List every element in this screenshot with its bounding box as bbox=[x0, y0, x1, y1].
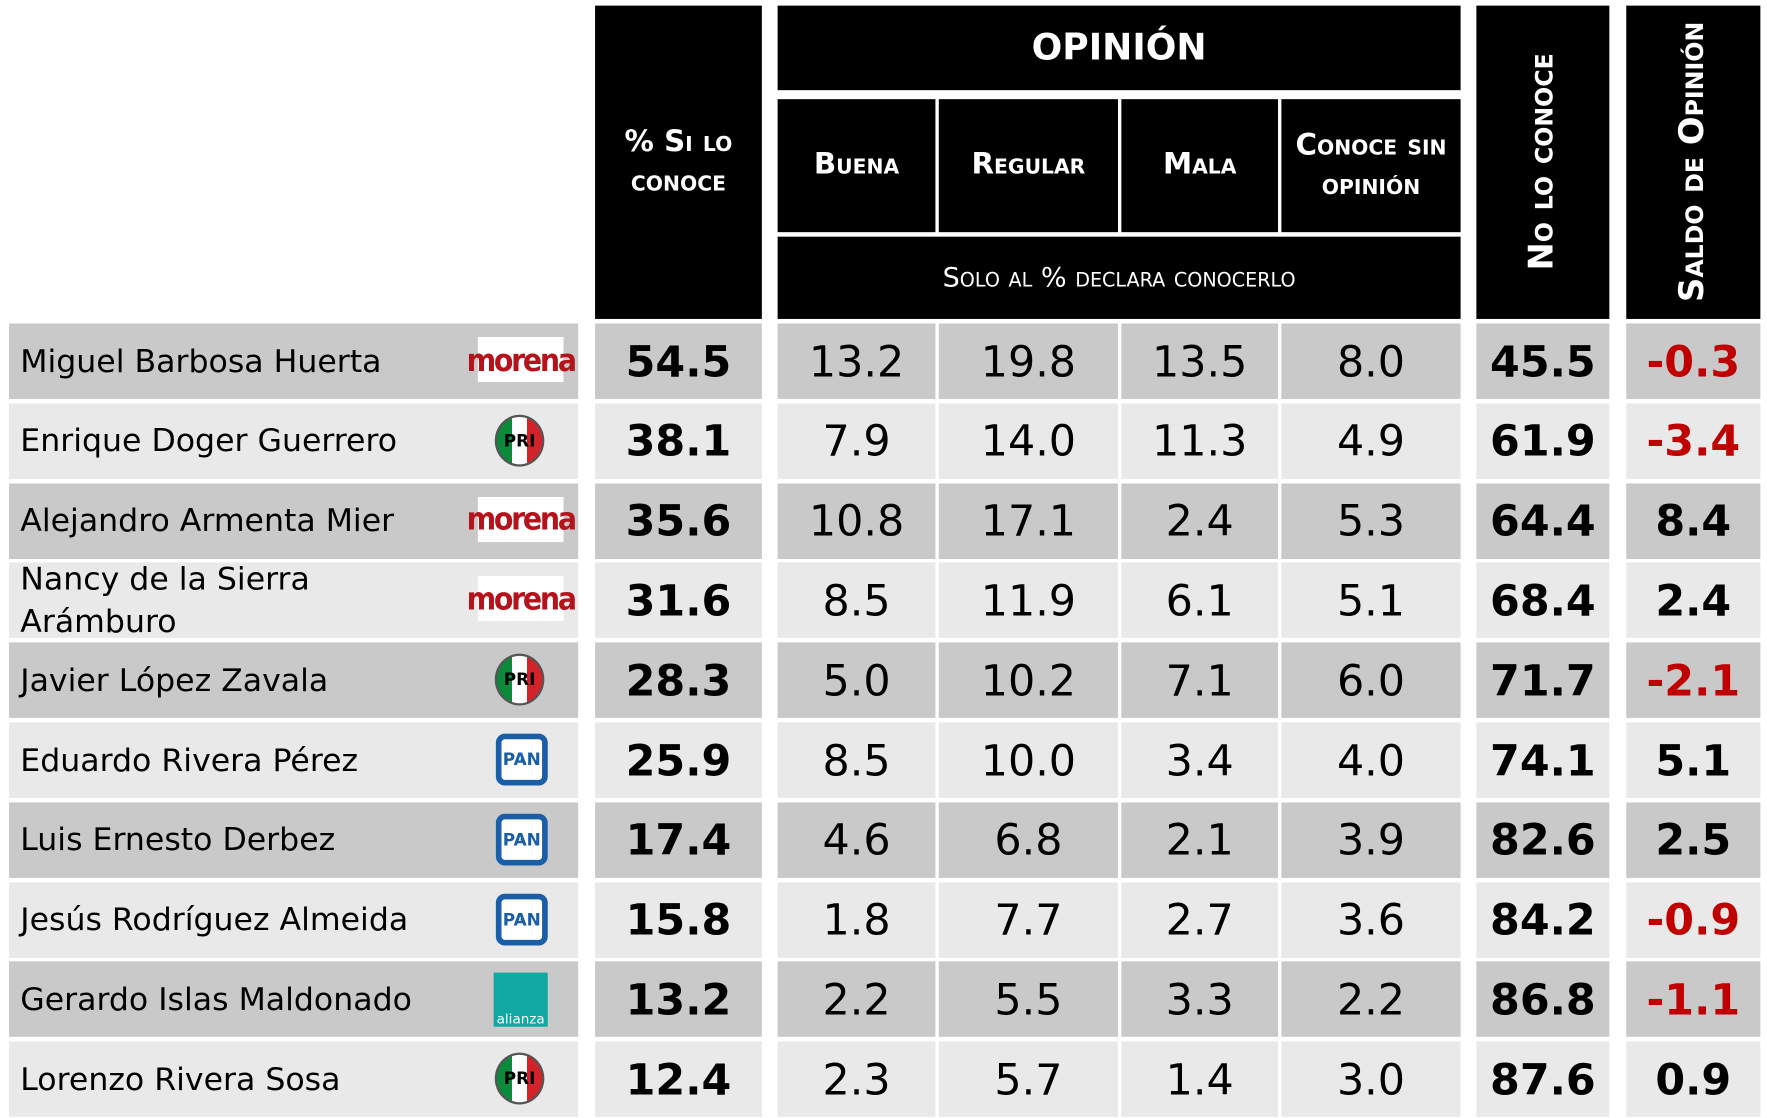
value-cell: 2.2 bbox=[1281, 961, 1461, 1038]
value-cell: 2.4 bbox=[1626, 562, 1761, 639]
value-cell: 19.8 bbox=[938, 323, 1118, 399]
value-cell: 6.0 bbox=[1281, 642, 1461, 719]
header-known: % Si lo conoce bbox=[595, 5, 762, 319]
value-cell: 15.8 bbox=[595, 881, 762, 958]
value-cell: 25.9 bbox=[595, 722, 762, 798]
value-cell: 4.0 bbox=[1281, 722, 1461, 798]
value-cell: 3.9 bbox=[1281, 802, 1461, 878]
party-logo: PAN bbox=[495, 813, 548, 866]
value-cell: 11.3 bbox=[1121, 403, 1279, 479]
value-cell: 82.6 bbox=[1476, 802, 1610, 878]
value-cell: 8.5 bbox=[777, 722, 936, 798]
value-cell: 28.3 bbox=[595, 642, 762, 719]
party-logo: morena bbox=[467, 336, 577, 383]
party-logo: PRI bbox=[494, 653, 545, 706]
value-cell: 10.8 bbox=[777, 483, 936, 559]
value-cell: 8.4 bbox=[1626, 483, 1761, 559]
value-cell: 2.4 bbox=[1121, 483, 1279, 559]
value-cell: 5.0 bbox=[777, 642, 936, 719]
party-logo: morena bbox=[467, 496, 577, 542]
value-cell: 17.1 bbox=[938, 483, 1118, 559]
value-cell: 7.1 bbox=[1121, 642, 1279, 719]
value-cell: 6.8 bbox=[938, 802, 1118, 878]
header-column: Buena bbox=[777, 99, 936, 233]
value-cell: 54.5 bbox=[595, 323, 762, 399]
value-cell: 3.3 bbox=[1121, 961, 1279, 1038]
value-cell: 2.1 bbox=[1121, 802, 1279, 878]
value-cell: 87.6 bbox=[1476, 1041, 1610, 1118]
value-cell: -0.3 bbox=[1626, 323, 1761, 399]
value-cell: 11.9 bbox=[938, 562, 1118, 639]
value-cell: 0.9 bbox=[1626, 1041, 1761, 1118]
header-opinion: OPINIÓN bbox=[777, 5, 1461, 91]
value-cell: 1.8 bbox=[777, 881, 936, 958]
value-cell: 38.1 bbox=[595, 403, 762, 479]
value-cell: 5.7 bbox=[938, 1041, 1118, 1118]
party-logo: PAN bbox=[495, 733, 548, 786]
header-column: Regular bbox=[938, 99, 1118, 233]
value-cell: 68.4 bbox=[1476, 562, 1610, 639]
value-cell: 5.1 bbox=[1281, 562, 1461, 639]
header-column: Mala bbox=[1121, 99, 1279, 233]
candidate-name: Javier López Zavala bbox=[9, 642, 579, 719]
value-cell: 10.0 bbox=[938, 722, 1118, 798]
party-logo: morena bbox=[467, 576, 577, 622]
value-cell: 61.9 bbox=[1476, 403, 1610, 479]
value-cell: 3.6 bbox=[1281, 881, 1461, 958]
value-cell: 31.6 bbox=[595, 562, 762, 639]
value-cell: 2.5 bbox=[1626, 802, 1761, 878]
candidate-name: Nancy de la Sierra Arámburo bbox=[9, 560, 579, 640]
value-cell: -1.1 bbox=[1626, 961, 1761, 1038]
value-cell: 5.3 bbox=[1281, 483, 1461, 559]
candidate-name: Enrique Doger Guerrero bbox=[9, 403, 579, 479]
value-cell: 13.2 bbox=[777, 323, 936, 399]
value-cell: 2.2 bbox=[777, 961, 936, 1038]
value-cell: 2.7 bbox=[1121, 881, 1279, 958]
value-cell: 4.6 bbox=[777, 802, 936, 878]
value-cell: 3.0 bbox=[1281, 1041, 1461, 1118]
candidate-name: Eduardo Rivera Pérez bbox=[9, 722, 579, 798]
value-cell: 84.2 bbox=[1476, 881, 1610, 958]
value-cell: 7.7 bbox=[938, 881, 1118, 958]
value-cell: 13.5 bbox=[1121, 323, 1279, 399]
value-cell: 12.4 bbox=[595, 1041, 762, 1118]
header-balance: Saldo de Opinión bbox=[1626, 5, 1761, 319]
value-cell: 4.9 bbox=[1281, 403, 1461, 479]
header-column: Conoce sin opinión bbox=[1281, 99, 1461, 233]
value-cell: -0.9 bbox=[1626, 881, 1761, 958]
value-cell: 2.3 bbox=[777, 1041, 936, 1118]
value-cell: -2.1 bbox=[1626, 642, 1761, 719]
party-logo: PRI bbox=[494, 414, 545, 467]
candidate-name: Jesús Rodríguez Almeida bbox=[9, 881, 579, 958]
value-cell: 7.9 bbox=[777, 403, 936, 479]
value-cell: 5.5 bbox=[938, 961, 1118, 1038]
party-logo: PAN bbox=[495, 893, 548, 946]
value-cell: 5.1 bbox=[1626, 722, 1761, 798]
value-cell: -3.4 bbox=[1626, 403, 1761, 479]
value-cell: 71.7 bbox=[1476, 642, 1610, 719]
value-cell: 3.4 bbox=[1121, 722, 1279, 798]
value-cell: 17.4 bbox=[595, 802, 762, 878]
candidate-name: Lorenzo Rivera Sosa bbox=[9, 1041, 579, 1118]
candidate-name: Luis Ernesto Derbez bbox=[9, 802, 579, 878]
value-cell: 1.4 bbox=[1121, 1041, 1279, 1118]
value-cell: 14.0 bbox=[938, 403, 1118, 479]
party-logo: PRI bbox=[494, 1052, 545, 1105]
value-cell: 64.4 bbox=[1476, 483, 1610, 559]
candidate-name: Gerardo Islas Maldonado bbox=[9, 961, 579, 1038]
value-cell: 8.0 bbox=[1281, 323, 1461, 399]
header-unknown: No lo conoce bbox=[1476, 5, 1610, 319]
value-cell: 86.8 bbox=[1476, 961, 1610, 1038]
value-cell: 10.2 bbox=[938, 642, 1118, 719]
value-cell: 74.1 bbox=[1476, 722, 1610, 798]
party-logo: alianza bbox=[493, 973, 548, 1028]
value-cell: 35.6 bbox=[595, 483, 762, 559]
value-cell: 13.2 bbox=[595, 961, 762, 1038]
header-note: Solo al % declara conocerlo bbox=[777, 236, 1461, 319]
value-cell: 8.5 bbox=[777, 562, 936, 639]
value-cell: 45.5 bbox=[1476, 323, 1610, 399]
value-cell: 6.1 bbox=[1121, 562, 1279, 639]
